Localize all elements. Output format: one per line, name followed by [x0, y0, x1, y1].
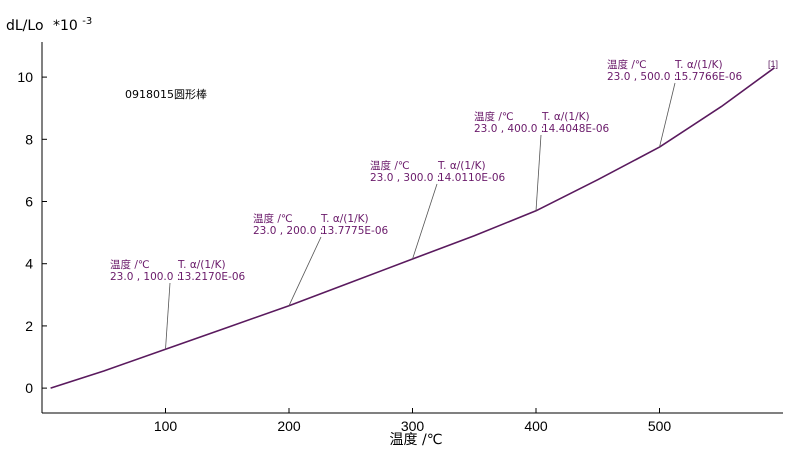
- annotation-coef-label: T. α/(1/K): [437, 160, 486, 172]
- annotation-temp-label: 温度 /℃: [253, 212, 293, 225]
- y-axis-title-multiplier: *10: [53, 18, 78, 34]
- y-tick-label: 2: [25, 318, 33, 334]
- annotation-400: 温度 /℃ T. α/(1/K)23.0 , 400.0 :14.4048E-06: [474, 110, 610, 211]
- annotation-coef-value: 13.2170E-06: [178, 271, 246, 283]
- annotation-leader-line: [165, 282, 171, 350]
- y-axis-title-exponent: -3: [82, 16, 92, 27]
- annotation-temp-value: 23.0 , 100.0 :: [110, 271, 180, 283]
- x-tick-label: 200: [277, 418, 301, 434]
- sample-label: 0918015圆形棒: [125, 87, 207, 101]
- annotation-temp-label: 温度 /℃: [607, 58, 647, 71]
- y-tick-label: 10: [17, 69, 33, 85]
- annotation-coef-value: 15.7766E-06: [675, 71, 743, 83]
- annotation-300: 温度 /℃ T. α/(1/K)23.0 , 300.0 :14.0110E-06: [370, 159, 506, 260]
- y-axis-title-main: dL/Lo: [6, 18, 44, 34]
- y-tick-label: 8: [25, 131, 33, 147]
- annotation-leader-line: [535, 134, 542, 211]
- annotation-temp-value: 23.0 , 200.0 :: [253, 225, 323, 237]
- annotation-leader-line: [288, 236, 322, 306]
- annotation-coef-label: T. α/(1/K): [541, 111, 590, 123]
- x-tick-label: 400: [524, 418, 548, 434]
- annotation-temp-label: 温度 /℃: [370, 159, 410, 172]
- annotation-temp-value: 23.0 , 400.0 :: [474, 123, 544, 135]
- annotation-leader-line: [659, 82, 676, 148]
- series-marker-label: [1]: [768, 59, 778, 69]
- annotation-200: 温度 /℃ T. α/(1/K)23.0 , 200.0 :13.7775E-06: [253, 212, 389, 306]
- annotation-coef-label: T. α/(1/K): [320, 213, 369, 225]
- y-tick-label: 0: [25, 380, 33, 396]
- x-tick-label: 100: [154, 418, 178, 434]
- series-layer: [50, 67, 775, 389]
- y-axis-title: dL/Lo *10 -3: [6, 16, 92, 34]
- x-tick-label: 500: [648, 418, 672, 434]
- y-tick-label: 6: [25, 194, 33, 210]
- annotation-coef-label: T. α/(1/K): [177, 259, 226, 271]
- annotation-temp-label: 温度 /℃: [110, 258, 150, 271]
- annotations-layer: 温度 /℃ T. α/(1/K)23.0 , 100.0 :13.2170E-06…: [110, 58, 743, 350]
- annotation-coef-label: T. α/(1/K): [674, 59, 723, 71]
- annotation-leader-line: [412, 183, 438, 260]
- annotation-coef-value: 14.4048E-06: [542, 123, 610, 135]
- x-tick-label: 300: [401, 418, 425, 434]
- expansion-curve: [50, 67, 775, 389]
- annotation-temp-value: 23.0 , 300.0 :: [370, 172, 440, 184]
- annotation-500: 温度 /℃ T. α/(1/K)23.0 , 500.0 :15.7766E-06: [607, 58, 743, 148]
- annotation-100: 温度 /℃ T. α/(1/K)23.0 , 100.0 :13.2170E-06: [110, 258, 246, 350]
- annotation-temp-value: 23.0 , 500.0 :: [607, 71, 677, 83]
- annotation-temp-label: 温度 /℃: [474, 110, 514, 123]
- x-axis-title: 温度 /℃: [390, 432, 443, 448]
- annotation-coef-value: 14.0110E-06: [438, 172, 506, 184]
- y-tick-label: 4: [25, 256, 33, 272]
- annotation-coef-value: 13.7775E-06: [321, 225, 389, 237]
- x-ticks: 100 200 300 400 500: [154, 408, 672, 434]
- y-ticks: 0 2 4 6 8 10: [17, 69, 47, 396]
